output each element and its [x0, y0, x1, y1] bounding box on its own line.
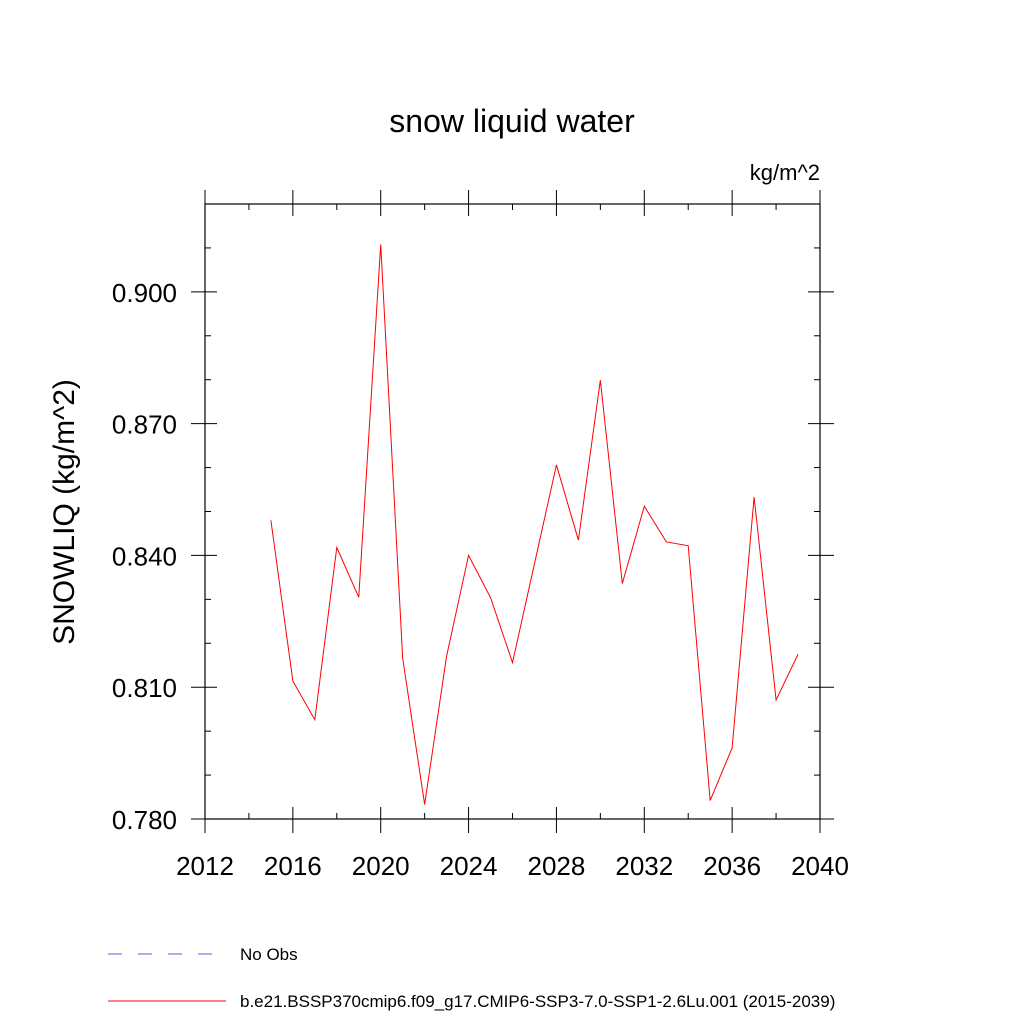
- x-tick-label: 2016: [264, 851, 322, 881]
- y-tick-label: 0.780: [112, 805, 177, 835]
- data-point: [336, 546, 338, 548]
- data-point: [709, 799, 711, 801]
- x-tick-label: 2040: [791, 851, 849, 881]
- data-point: [423, 803, 425, 805]
- data-point: [314, 719, 316, 721]
- data-point: [380, 243, 382, 245]
- data-point: [467, 554, 469, 556]
- x-tick-label: 2024: [440, 851, 498, 881]
- plot-frame: [204, 203, 821, 820]
- data-point: [599, 379, 601, 381]
- series-layer: [270, 243, 799, 805]
- x-tick-label: 2012: [176, 851, 234, 881]
- y-axis-label: SNOWLIQ (kg/m^2): [48, 379, 81, 645]
- data-point: [643, 505, 645, 507]
- legend: No Obs b.e21.BSSP370cmip6.f09_g17.CMIP6-S…: [108, 945, 835, 1011]
- data-point: [292, 680, 294, 682]
- x-tick-label: 2028: [528, 851, 586, 881]
- data-point: [797, 653, 799, 655]
- data-point: [665, 541, 667, 543]
- y-tick-label: 0.840: [112, 541, 177, 571]
- data-point: [270, 519, 272, 521]
- y-tick-label: 0.900: [112, 278, 177, 308]
- data-point: [775, 699, 777, 701]
- legend-label: No Obs: [240, 945, 298, 964]
- y-tick-label: 0.810: [112, 673, 177, 703]
- data-point: [621, 582, 623, 584]
- data-point: [445, 655, 447, 657]
- chart-title: snow liquid water: [389, 103, 635, 139]
- x-tick-label: 2032: [615, 851, 673, 881]
- x-tick-label: 2036: [703, 851, 761, 881]
- y-tick-label: 0.870: [112, 410, 177, 440]
- series-line: [270, 244, 799, 805]
- data-point: [533, 563, 535, 565]
- units-label: kg/m^2: [750, 160, 820, 185]
- data-point: [358, 596, 360, 598]
- data-point: [401, 657, 403, 659]
- data-point: [577, 539, 579, 541]
- legend-label: b.e21.BSSP370cmip6.f09_g17.CMIP6-SSP3-7.…: [240, 992, 835, 1011]
- data-point: [489, 596, 491, 598]
- data-point: [731, 747, 733, 749]
- data-point: [753, 496, 755, 498]
- data-point: [555, 464, 557, 466]
- x-tick-label: 2020: [352, 851, 410, 881]
- data-point: [687, 545, 689, 547]
- axis-ticks: 2012 2016 2020 2024 2028 2032 2036 2040 0.780 0.8…: [112, 190, 849, 881]
- data-point: [511, 661, 513, 663]
